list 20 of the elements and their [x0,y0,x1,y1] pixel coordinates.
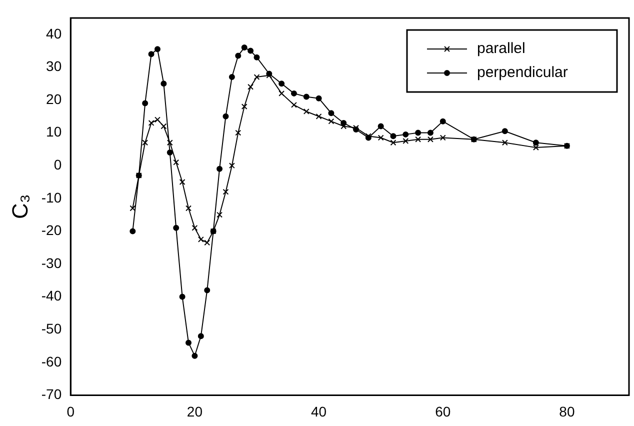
x-tick-label: 40 [311,403,327,420]
y-tick-label: -20 [41,222,62,238]
y-tick-label: 20 [46,90,62,107]
y-tick-label: -70 [41,386,62,402]
y-tick-label: 10 [46,124,62,140]
x-tick-label: 80 [559,403,575,420]
x-tick-label: 60 [435,403,451,420]
y-tick-label: 40 [46,25,62,42]
legend-label: parallel [477,40,526,58]
y-tick-label: -10 [41,189,62,206]
y-tick-label: -30 [41,254,62,271]
legend-label: perpendicular [477,64,568,82]
y-tick-label: -40 [41,288,62,304]
y-tick-label: -60 [41,353,62,370]
y-tick-label: 0 [54,156,62,172]
x-tick-label: 0 [66,403,75,420]
y-tick-label: 30 [46,58,62,74]
y-tick-label: -50 [41,320,62,336]
y-axis-title: C₃ [7,194,32,220]
x-tick-label: 20 [186,403,203,420]
